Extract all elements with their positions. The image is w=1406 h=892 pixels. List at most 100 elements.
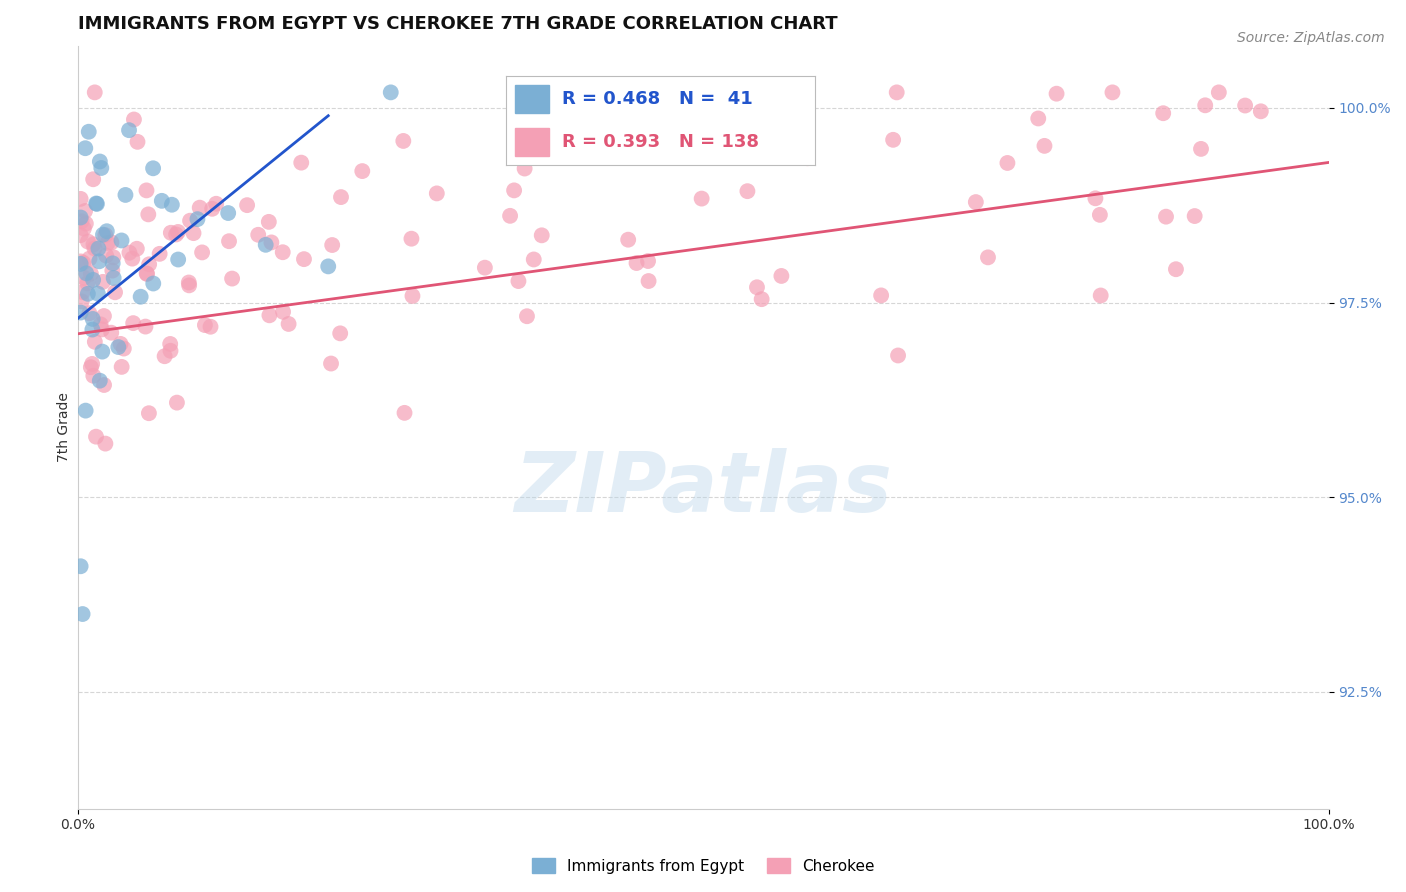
Point (292, 252, 315, 267)
Point (1250, 104, 1272, 119)
Point (236, 198, 259, 212)
Point (271, 305, 294, 319)
Point (259, 308, 281, 322)
Point (75, 203, 97, 218)
Point (83, 334, 105, 349)
Point (142, 277, 165, 291)
Point (87, 286, 110, 301)
Point (183, 226, 205, 240)
Point (112, 342, 135, 356)
Point (1184, 209, 1206, 223)
Point (73, 270, 96, 285)
Point (82, 368, 104, 383)
Point (330, 190, 353, 204)
Point (1154, 210, 1177, 224)
Point (69, 211, 91, 225)
Point (200, 319, 222, 334)
Point (167, 252, 190, 267)
Point (93, 309, 115, 323)
Point (82, 273, 104, 287)
Point (104, 285, 127, 300)
Point (530, 228, 553, 243)
Point (882, 133, 904, 147)
Point (138, 257, 160, 271)
Point (110, 337, 132, 351)
Point (516, 310, 538, 324)
Point (179, 278, 201, 293)
Point (103, 271, 125, 285)
Point (352, 164, 374, 178)
Point (94, 249, 117, 263)
Point (191, 245, 214, 260)
Point (82, 357, 104, 371)
Point (737, 184, 759, 198)
Point (94, 436, 117, 450)
Point (149, 247, 172, 261)
Point (1152, 106, 1174, 120)
Point (82, 172, 104, 186)
Bar (516, 85, 550, 113)
Point (745, 280, 768, 294)
Point (80, 267, 103, 281)
Point (997, 156, 1019, 170)
Point (221, 271, 243, 285)
Point (114, 188, 136, 202)
Point (118, 245, 141, 260)
Point (734, 118, 756, 132)
Point (401, 289, 423, 303)
Point (887, 349, 910, 363)
Point (194, 318, 217, 332)
Point (93, 378, 115, 392)
Point (101, 256, 124, 270)
Point (257, 215, 280, 229)
Point (122, 316, 145, 330)
Point (426, 186, 449, 201)
Point (508, 274, 530, 288)
Point (90, 318, 112, 332)
Point (86, 197, 108, 211)
Point (1189, 142, 1212, 156)
Point (319, 357, 342, 371)
Point (72, 285, 94, 300)
Text: R = 0.468   N =  41: R = 0.468 N = 41 (562, 90, 752, 108)
Point (75, 266, 97, 280)
Point (91, 344, 114, 359)
Point (188, 201, 211, 215)
Point (87, 242, 110, 256)
Point (150, 194, 173, 208)
Point (91, 227, 114, 242)
Point (1088, 208, 1111, 222)
Point (73, 221, 96, 235)
Point (79, 252, 101, 266)
Point (160, 226, 183, 240)
Point (316, 260, 339, 274)
Point (513, 161, 536, 176)
Point (870, 288, 893, 302)
Point (474, 260, 496, 275)
Point (965, 195, 987, 210)
Point (690, 192, 713, 206)
Point (69, 305, 91, 319)
Point (186, 212, 208, 227)
Point (76, 277, 98, 291)
Point (118, 123, 141, 137)
Point (153, 349, 176, 363)
Point (136, 267, 159, 281)
Legend: Immigrants from Egypt, Cherokee: Immigrants from Egypt, Cherokee (526, 852, 880, 880)
Text: IMMIGRANTS FROM EGYPT VS CHEROKEE 7TH GRADE CORRELATION CHART: IMMIGRANTS FROM EGYPT VS CHEROKEE 7TH GR… (79, 15, 838, 33)
Point (70, 214, 93, 228)
Point (177, 276, 200, 290)
Point (103, 250, 125, 264)
Point (523, 252, 546, 267)
Point (1045, 87, 1067, 101)
Text: Source: ZipAtlas.com: Source: ZipAtlas.com (1237, 31, 1385, 45)
Point (796, 151, 818, 165)
Point (69, 192, 91, 206)
Point (89, 374, 111, 388)
Point (637, 254, 659, 268)
Point (1234, 98, 1257, 112)
Point (637, 274, 659, 288)
Point (1208, 86, 1230, 100)
Point (321, 238, 343, 252)
Point (97, 235, 120, 250)
